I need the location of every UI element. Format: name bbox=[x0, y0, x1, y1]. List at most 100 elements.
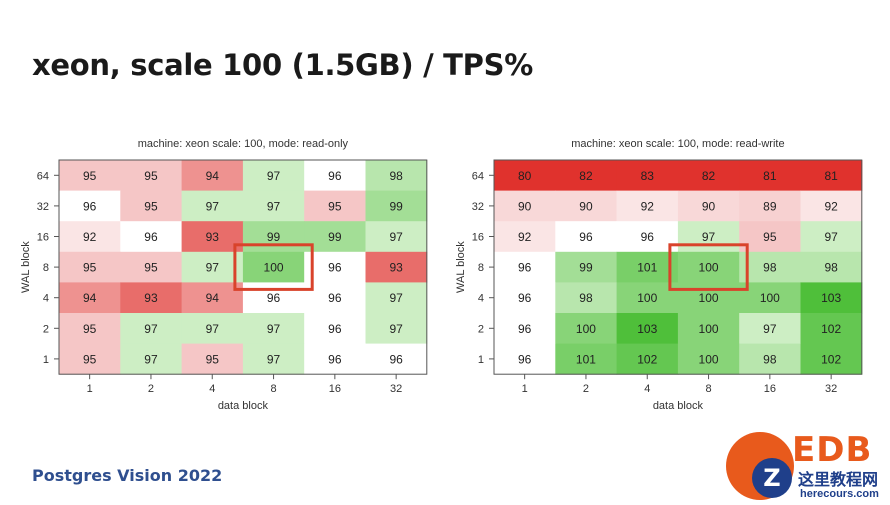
heatmap-cell bbox=[616, 221, 679, 253]
brand-logo: EDB Z 这里教程网 herecours.com bbox=[722, 428, 890, 505]
heatmap-cell bbox=[800, 190, 863, 222]
heatmap-cell bbox=[120, 221, 183, 253]
cell-value-label: 97 bbox=[267, 322, 281, 336]
x-tick-label: 8 bbox=[270, 383, 276, 395]
heatmap-cell bbox=[365, 190, 428, 222]
cell-value-label: 90 bbox=[518, 199, 532, 213]
y-tick-label: 8 bbox=[478, 262, 484, 274]
heatmap-cell bbox=[242, 282, 305, 314]
heatmap-cell bbox=[181, 251, 244, 283]
heatmap-cell bbox=[304, 160, 366, 192]
y-tick-label: 16 bbox=[472, 232, 484, 244]
x-tick-label: 4 bbox=[209, 383, 215, 395]
heatmap-cell bbox=[365, 251, 428, 283]
heatmap-cell bbox=[494, 221, 556, 253]
cell-value-label: 97 bbox=[144, 322, 158, 336]
heatmap-cell bbox=[494, 251, 556, 283]
heatmap-cell bbox=[616, 313, 679, 345]
cell-value-label: 101 bbox=[637, 261, 657, 275]
x-tick-label: 16 bbox=[764, 383, 776, 395]
heatmap-cell bbox=[494, 190, 556, 222]
footer-conference: Postgres Vision 2022 bbox=[32, 466, 223, 485]
heatmap-cell bbox=[555, 190, 618, 222]
cell-value-label: 80 bbox=[518, 169, 532, 183]
heatmap-cell bbox=[677, 160, 740, 192]
heatmap-cell bbox=[181, 190, 244, 222]
cell-value-label: 100 bbox=[576, 322, 596, 336]
heatmap-cell bbox=[304, 282, 366, 314]
heatmap-cell bbox=[555, 160, 618, 192]
heatmap-cell bbox=[120, 160, 183, 192]
heatmap-cell bbox=[494, 160, 556, 192]
watermark-url: herecours.com bbox=[800, 488, 879, 500]
heatmap-cell bbox=[304, 221, 366, 253]
watermark-text: 这里教程网 bbox=[798, 470, 879, 489]
cell-value-label: 92 bbox=[824, 199, 838, 213]
cell-value-label: 95 bbox=[83, 322, 97, 336]
cell-value-label: 97 bbox=[267, 199, 281, 213]
cell-value-label: 100 bbox=[637, 291, 657, 305]
cell-value-label: 95 bbox=[83, 261, 97, 275]
heatmap-cell bbox=[800, 160, 863, 192]
highlight-box bbox=[668, 243, 749, 291]
heatmap-cell bbox=[739, 190, 801, 222]
cell-value-label: 97 bbox=[144, 352, 158, 366]
cell-value-label: 96 bbox=[518, 291, 532, 305]
cell-value-label: 99 bbox=[579, 261, 593, 275]
heatmap-cell bbox=[800, 282, 863, 314]
cell-value-label: 97 bbox=[206, 322, 220, 336]
y-tick-label: 32 bbox=[37, 201, 49, 213]
cell-value-label: 92 bbox=[518, 230, 532, 244]
cell-value-label: 100 bbox=[264, 261, 284, 275]
cell-value-label: 100 bbox=[699, 322, 719, 336]
heatmap-cell bbox=[555, 343, 618, 375]
cell-value-label: 90 bbox=[579, 199, 593, 213]
x-tick-label: 32 bbox=[390, 383, 402, 395]
heatmap-cell bbox=[677, 190, 740, 222]
cell-value-label: 97 bbox=[206, 199, 220, 213]
cell-value-label: 92 bbox=[641, 199, 655, 213]
heatmap-cell bbox=[59, 251, 121, 283]
heatmap-cell bbox=[181, 343, 244, 375]
cell-value-label: 83 bbox=[641, 169, 655, 183]
heatmap-cell bbox=[181, 221, 244, 253]
heatmap-cell bbox=[304, 251, 366, 283]
heatmap-cell bbox=[616, 282, 679, 314]
cell-value-label: 97 bbox=[389, 230, 403, 244]
x-tick-label: 16 bbox=[329, 383, 341, 395]
heatmap-cell bbox=[677, 221, 740, 253]
cell-value-label: 102 bbox=[821, 322, 841, 336]
x-tick-label: 1 bbox=[87, 383, 93, 395]
cell-value-label: 96 bbox=[328, 322, 342, 336]
heatmap-cell bbox=[242, 190, 305, 222]
heatmap-cell bbox=[616, 343, 679, 375]
cell-value-label: 95 bbox=[83, 352, 97, 366]
x-axis-title: data block bbox=[653, 400, 704, 412]
heatmap-cell bbox=[59, 221, 121, 253]
heatmap-cell bbox=[800, 251, 863, 283]
x-axis-title: data block bbox=[218, 400, 269, 412]
heatmap-cell bbox=[365, 282, 428, 314]
cell-value-label: 96 bbox=[389, 352, 403, 366]
heatmap-read-write: machine: xeon scale: 100, mode: read-wri… bbox=[455, 138, 863, 412]
heatmap-cell bbox=[242, 221, 305, 253]
cell-value-label: 102 bbox=[821, 352, 841, 366]
cell-value-label: 99 bbox=[267, 230, 281, 244]
heatmap-cell bbox=[494, 282, 556, 314]
cell-value-label: 97 bbox=[389, 291, 403, 305]
heatmap-cell bbox=[365, 343, 428, 375]
cell-value-label: 97 bbox=[267, 169, 281, 183]
heatmap-cell bbox=[677, 313, 740, 345]
cell-value-label: 99 bbox=[389, 199, 403, 213]
heatmap-cell bbox=[120, 282, 183, 314]
x-tick-label: 4 bbox=[644, 383, 650, 395]
cell-value-label: 94 bbox=[83, 291, 97, 305]
heatmap-cell bbox=[242, 343, 305, 375]
cell-value-label: 97 bbox=[702, 230, 716, 244]
heatmap-cell bbox=[739, 282, 801, 314]
heatmap-cell bbox=[739, 343, 801, 375]
cell-value-label: 100 bbox=[760, 291, 780, 305]
cell-value-label: 93 bbox=[389, 261, 403, 275]
heatmap-cell bbox=[59, 160, 121, 192]
heatmap-cell bbox=[494, 313, 556, 345]
